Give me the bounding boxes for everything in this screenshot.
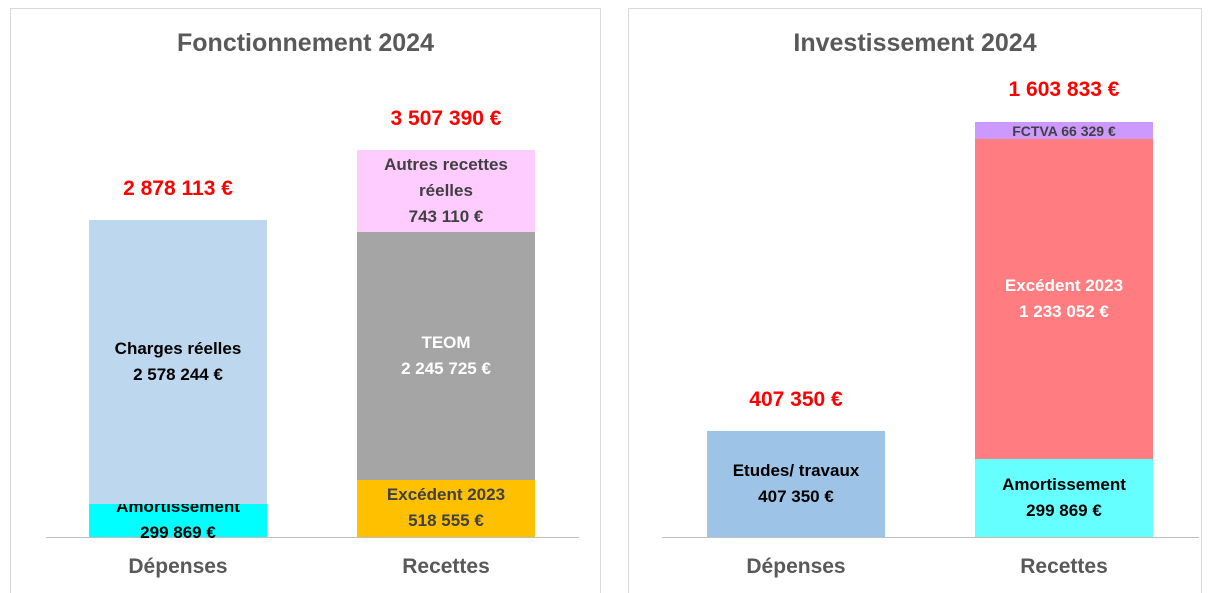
x-tick-label: Recettes — [1020, 555, 1108, 578]
total-label: 2 878 113 € — [123, 176, 233, 200]
segment-label: Excédent 2023 1 233 052 € — [984, 273, 1144, 325]
value-label: 743 110 € — [408, 207, 484, 227]
x-axis-line — [662, 537, 1199, 538]
segment-label: Etudes/ travaux 407 350 € — [716, 458, 876, 510]
x-tick-label: Dépenses — [128, 555, 228, 578]
x-tick-label: Recettes — [402, 555, 490, 578]
chart-title: Fonctionnement 2024 — [177, 29, 434, 57]
total-label: 1 603 833 € — [1008, 77, 1120, 101]
series-name: Amortissement — [1002, 475, 1126, 495]
bar-segment — [357, 479, 535, 537]
bar-segment — [975, 139, 1153, 460]
value-label: 66 329 € — [1061, 122, 1116, 139]
value-label: 518 555 € — [408, 511, 484, 531]
series-name: Charges réelles — [114, 338, 242, 358]
series-name: Etudes/ travaux — [732, 461, 860, 481]
bar-segment — [89, 219, 267, 504]
value-label: 1 233 052 € — [1019, 302, 1109, 322]
bar-segment — [357, 150, 535, 233]
value-label: 299 869 € — [1026, 501, 1102, 521]
series-name: TEOM — [421, 333, 471, 353]
bar-segment — [89, 503, 267, 537]
segment-label: Excédent 2023 518 555 € — [366, 482, 526, 534]
value-label: 407 350 € — [758, 487, 834, 507]
total-label: 407 350 € — [749, 388, 843, 412]
series-name: Excédent 2023 — [1004, 276, 1124, 296]
series-name: Excédent 2023 — [386, 485, 506, 505]
segment-label: TEOM 2 245 725 € — [366, 330, 526, 382]
segment-label: Amortissement 299 869 € — [984, 472, 1144, 524]
chart-title: Investissement 2024 — [793, 29, 1037, 57]
chart-panel: Fonctionnement 2024 Amortissement 299 869… — [10, 8, 601, 593]
value-label: 299 869 € — [140, 523, 216, 543]
bar-segment — [975, 122, 1153, 140]
value-label: 2 578 244 € — [133, 364, 223, 384]
segment-label: Charges réelles 2 578 244 € — [98, 336, 258, 388]
segment-label: FCTVA 66 329 € — [984, 123, 1144, 139]
segment-label: Autres recettes réelles 743 110 € — [366, 152, 526, 230]
series-name: Autres recettes réelles — [384, 155, 508, 201]
bar-segment — [357, 232, 535, 480]
chart-panel: Investissement 2024 Etudes/ travaux 407 3… — [628, 8, 1202, 593]
total-label: 3 507 390 € — [390, 107, 502, 131]
x-axis-line — [46, 537, 579, 538]
series-name: FCTVA — [1012, 122, 1058, 139]
x-tick-label: Dépenses — [746, 555, 846, 578]
value-label: 2 245 725 € — [401, 359, 491, 379]
bar-segment — [707, 431, 885, 537]
bar-segment — [975, 459, 1153, 537]
